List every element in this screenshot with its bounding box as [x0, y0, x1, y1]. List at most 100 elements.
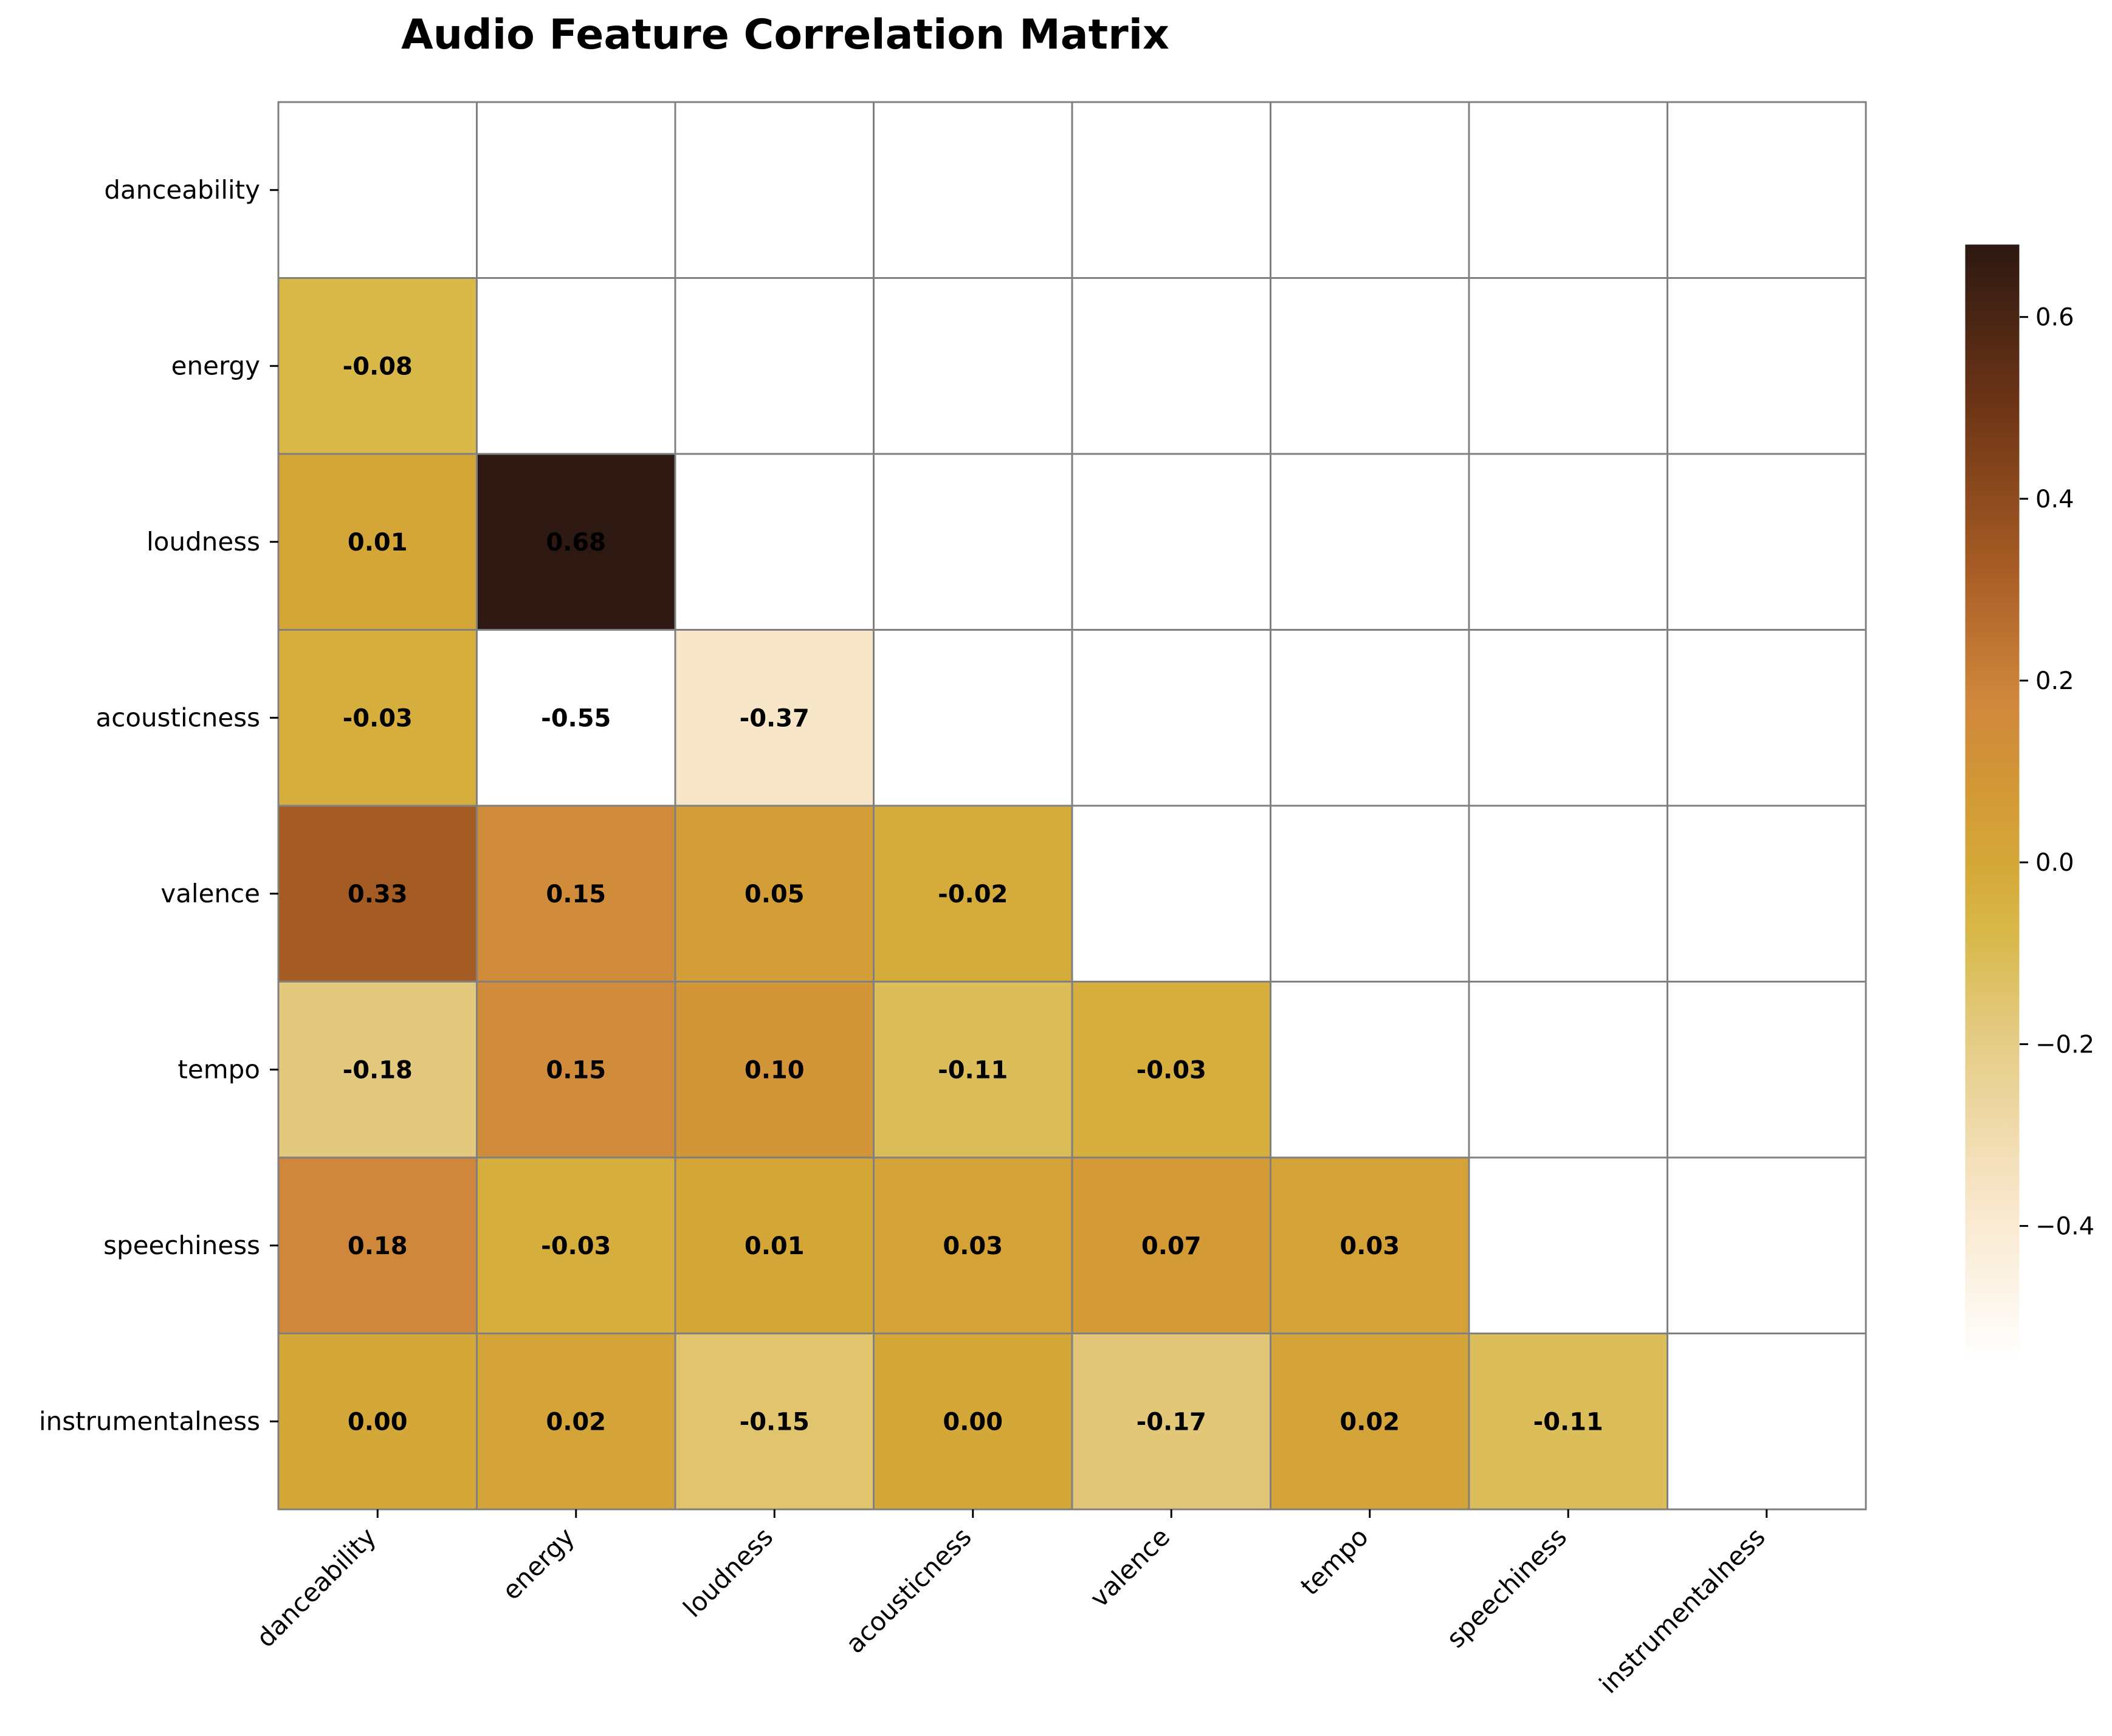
heatmap-cell — [674, 101, 875, 279]
y-tick-label: instrumentalness — [39, 1406, 260, 1436]
heatmap-cell — [674, 277, 875, 455]
cell-value-label: 0.02 — [1340, 1408, 1400, 1436]
heatmap-cell — [277, 805, 478, 983]
heatmap-cell — [873, 981, 1073, 1159]
colorbar-tick-label: −0.2 — [2035, 1031, 2094, 1058]
heatmap-cell — [1270, 629, 1470, 807]
heatmap-cell — [277, 453, 478, 631]
heatmap-cell — [873, 277, 1073, 455]
heatmap-cell — [277, 101, 478, 279]
heatmap-cell — [674, 1333, 875, 1511]
y-tick-label: tempo — [177, 1054, 260, 1084]
colorbar-tick-label: −0.4 — [2035, 1213, 2094, 1241]
cell-value-label: -0.18 — [343, 1056, 413, 1084]
heatmap-cell — [1270, 1156, 1470, 1334]
cell-value-label: 0.03 — [943, 1232, 1003, 1260]
colorbar-tick-label: 0.2 — [2035, 667, 2074, 695]
colorbar-tick-label: 0.0 — [2035, 849, 2074, 877]
heatmap-cell — [277, 1333, 478, 1511]
heatmap-cell — [1270, 277, 1470, 455]
cell-value-label: -0.15 — [740, 1408, 810, 1436]
cell-value-label: 0.07 — [1141, 1232, 1202, 1260]
y-tick-label: acousticness — [96, 702, 260, 732]
heatmap-cell — [1667, 629, 1867, 807]
y-tick-label: valence — [160, 879, 260, 908]
heatmap-cell — [1270, 453, 1470, 631]
cell-value-label: 0.33 — [348, 880, 408, 908]
heatmap-cell — [1071, 453, 1271, 631]
chart-title: Audio Feature Correlation Matrix — [401, 11, 1169, 59]
heatmap-cell — [873, 629, 1073, 807]
heatmap-cell — [674, 805, 875, 983]
heatmap-cell — [1667, 277, 1867, 455]
heatmap-cell — [1071, 805, 1271, 983]
y-tick-label: speechiness — [103, 1230, 260, 1260]
heatmap-cells — [277, 101, 1867, 1511]
heatmap-cell — [476, 1156, 676, 1334]
cell-value-label: -0.17 — [1137, 1408, 1206, 1436]
cell-value-label: 0.00 — [943, 1408, 1003, 1436]
heatmap-cell — [674, 981, 875, 1159]
cell-value-label: 0.01 — [745, 1232, 805, 1260]
cell-value-label: 0.00 — [348, 1408, 408, 1436]
heatmap-cell — [1667, 453, 1867, 631]
y-axis: danceability energy loudness acousticness va… — [39, 175, 278, 1436]
heatmap-cell — [873, 1333, 1073, 1511]
cell-value-label: 0.01 — [348, 529, 408, 557]
heatmap-cell — [1667, 101, 1867, 279]
heatmap-cell — [277, 277, 478, 455]
heatmap-cell — [277, 629, 478, 807]
colorbar-tick-label: 0.4 — [2035, 485, 2074, 513]
cell-value-label: 0.68 — [546, 529, 606, 557]
y-tick-label: loudness — [146, 527, 260, 557]
heatmap-cell — [873, 101, 1073, 279]
heatmap-cell — [1071, 629, 1271, 807]
cell-value-label: 0.03 — [1340, 1232, 1400, 1260]
heatmap-cell — [1667, 981, 1867, 1159]
heatmap-cell — [1468, 101, 1668, 279]
heatmap-cell — [1468, 629, 1668, 807]
heatmap-cell — [476, 805, 676, 983]
cell-value-label: -0.02 — [938, 880, 1008, 908]
cell-value-label: -0.11 — [1533, 1408, 1603, 1436]
cell-value-label: 0.05 — [745, 880, 805, 908]
heatmap-cell — [1468, 1156, 1668, 1334]
heatmap-cell — [1667, 805, 1867, 983]
heatmap-cell — [1071, 981, 1271, 1159]
heatmap-cell — [1667, 1156, 1867, 1334]
heatmap-cell — [873, 1156, 1073, 1334]
cell-value-label: -0.11 — [938, 1056, 1008, 1084]
heatmap-cell — [476, 277, 676, 455]
heatmap-cell — [873, 805, 1073, 983]
heatmap-cell — [1071, 101, 1271, 279]
cell-value-labels: -0.08 0.01 0.68 -0.03 -0.55 -0.37 0.33 0.15 0.05… — [343, 352, 1603, 1436]
cell-value-label: 0.15 — [546, 1056, 606, 1084]
heatmap-cell — [1468, 277, 1668, 455]
cell-value-label: -0.08 — [343, 352, 413, 380]
colorbar-gradient — [1965, 244, 2020, 1362]
heatmap-cell — [1270, 981, 1470, 1159]
heatmap-cell — [1270, 101, 1470, 279]
heatmap-cell — [476, 101, 676, 279]
cell-value-label: -0.03 — [343, 704, 413, 732]
cell-value-label: 0.15 — [546, 880, 606, 908]
cell-value-label: -0.37 — [740, 704, 810, 732]
heatmap-cell — [476, 981, 676, 1159]
colorbar: −0.4 −0.2 0.0 0.2 0.4 0.6 — [1964, 244, 2094, 1363]
heatmap-cell — [476, 1333, 676, 1511]
cell-value-label: -0.03 — [541, 1232, 611, 1260]
y-tick-label: danceability — [104, 175, 260, 205]
colorbar-frame — [1964, 244, 2020, 1363]
heatmap-cell — [1468, 981, 1668, 1159]
cell-value-label: 0.02 — [546, 1408, 606, 1436]
heatmap-cell — [1667, 1333, 1867, 1511]
heatmap-cell — [674, 1156, 875, 1334]
heatmap-cell — [1071, 1156, 1271, 1334]
heatmap-cell — [674, 453, 875, 631]
heatmap-cell — [873, 453, 1073, 631]
heatmap-cell — [1071, 277, 1271, 455]
heatmap-cell — [1071, 1333, 1271, 1511]
heatmap-cell — [1270, 805, 1470, 983]
